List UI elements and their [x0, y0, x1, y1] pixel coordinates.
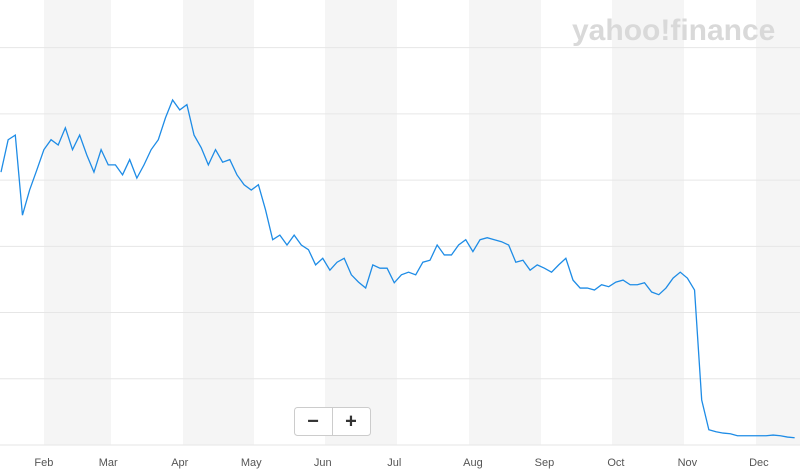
band [44, 0, 111, 445]
band [325, 0, 397, 445]
logo: yahoo!finance [572, 14, 775, 47]
zoom-in-button[interactable]: + [345, 410, 357, 432]
x-tick-label: Apr [171, 457, 188, 469]
x-tick-label: Aug [463, 457, 483, 469]
x-tick-label: Sep [535, 457, 555, 469]
x-tick-label: Feb [34, 457, 53, 469]
band [183, 0, 254, 445]
zoom-controls: − + [294, 407, 371, 436]
x-tick-label: Mar [99, 457, 118, 469]
x-tick-label: Jun [314, 457, 332, 469]
plot [0, 98, 795, 439]
band [469, 0, 541, 445]
x-tick-label: Dec [749, 457, 769, 469]
band [612, 0, 684, 445]
x-tick-label: May [241, 457, 262, 469]
x-tick-label: Nov [678, 457, 698, 469]
zoom-out-button[interactable]: − [307, 410, 319, 432]
grid [0, 47, 800, 446]
band [756, 0, 800, 445]
x-tick-label: Jul [387, 457, 401, 469]
x-tick-label: Oct [607, 457, 624, 469]
month-bands [44, 0, 800, 445]
price-line [0, 98, 795, 439]
